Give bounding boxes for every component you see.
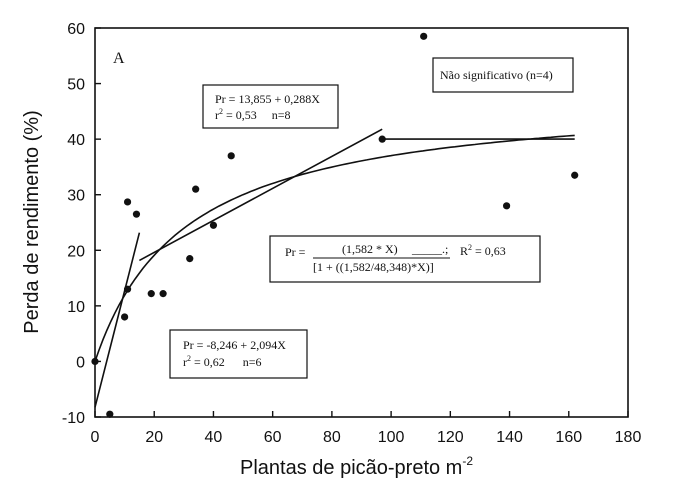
x-axis-label-sup: -2 — [462, 454, 473, 468]
y-tick-label-2: 10 — [67, 299, 85, 316]
equation-linear-1-line1: Pr = -8,246 + 2,094X — [183, 338, 286, 352]
data-points — [91, 32, 579, 418]
data-point-7 — [159, 290, 167, 298]
fit-linear-0 — [94, 232, 141, 408]
fit-linear-1 — [139, 128, 383, 262]
data-point-14 — [502, 202, 511, 210]
eq2-r: R — [460, 244, 468, 258]
not-significant-frame — [432, 57, 574, 93]
x-tick-label-2: 40 — [205, 429, 223, 446]
y-tick-label-1: 0 — [76, 354, 85, 371]
x-tick-label-9: 180 — [615, 429, 642, 446]
x-axis-label: Plantas de picão-preto m-2 — [240, 454, 473, 479]
equation-box-hyperbolic-frame — [269, 235, 541, 283]
x-tick-label-6: 120 — [437, 429, 464, 446]
plot-frame — [94, 27, 629, 418]
panel-label: A — [113, 50, 125, 67]
eq3-r-rest: = 0,62 n=6 — [191, 355, 262, 369]
x-tick-label-0: 0 — [91, 429, 100, 446]
y-tick-label-7: 60 — [67, 21, 85, 38]
eq1-r-sup: 2 — [219, 107, 223, 116]
equation-hyperbolic-r2: R2 = 0,63 — [460, 243, 506, 258]
equation-box-linear-1: Pr = -8,246 + 2,094X r2 = 0,62 n=6 — [169, 329, 308, 379]
equation-box-linear-2-frame — [202, 84, 339, 129]
data-point-3 — [123, 285, 132, 293]
data-point-1 — [106, 410, 114, 418]
data-point-11 — [227, 152, 235, 160]
y-axis-label: Perda de rendimento (%) — [21, 110, 43, 333]
data-point-6 — [147, 290, 155, 298]
x-tick-label-3: 60 — [264, 429, 282, 446]
fit-hyperbolic-2 — [94, 134, 575, 362]
data-point-8 — [186, 255, 194, 263]
eq3-r: r — [183, 355, 187, 369]
not-significant-box: Não significativo (n=4) — [432, 57, 574, 93]
equation-hyperbolic-prefix: Pr = — [285, 245, 306, 259]
x-tick-label-7: 140 — [496, 429, 523, 446]
equation-box-linear-2: Pr = 13,855 + 0,288X r2 = 0,53 n=8 — [202, 84, 339, 129]
equation-hyperbolic-numerator-tail: _____.; — [411, 242, 448, 256]
equation-linear-2-line2: r2 = 0,53 n=8 — [215, 107, 291, 122]
x-tick-label-4: 80 — [323, 429, 341, 446]
equation-linear-2-line1: Pr = 13,855 + 0,288X — [215, 92, 320, 106]
y-tick-label-4: 30 — [67, 188, 85, 205]
eq2-r-rest: = 0,63 — [472, 244, 506, 258]
y-tick-label-5: 40 — [67, 132, 85, 149]
eq1-r-rest: = 0,53 n=8 — [223, 108, 291, 122]
data-point-12 — [378, 135, 386, 143]
x-tick-label-8: 160 — [555, 429, 582, 446]
data-point-10 — [209, 221, 218, 229]
data-point-9 — [192, 185, 200, 193]
y-tick-label-0: -10 — [62, 410, 85, 427]
equation-box-hyperbolic: Pr = (1,582 * X) _____.; R2 = 0,63 [1 + … — [269, 235, 541, 283]
equation-linear-1-line2: r2 = 0,62 n=6 — [183, 354, 262, 369]
data-point-15 — [571, 171, 579, 179]
y-tick-label-6: 50 — [67, 77, 85, 94]
data-point-4 — [123, 198, 132, 206]
x-axis-ticks: 0 20 40 60 80 100 120 140 160 180 — [91, 411, 642, 446]
eq2-r-sup: 2 — [468, 243, 472, 252]
eq3-r-sup: 2 — [187, 354, 191, 363]
equation-box-linear-1-frame — [169, 329, 308, 379]
equation-hyperbolic-denominator: [1 + ((1,582/48,348)*X)] — [313, 260, 434, 274]
not-significant-note: Não significativo (n=4) — [440, 68, 553, 82]
y-axis-ticks: -10 0 10 20 30 40 50 60 — [62, 21, 101, 427]
fit-curves — [94, 128, 575, 408]
x-axis-label-main: Plantas de picão-preto m — [240, 457, 462, 479]
data-point-2 — [121, 313, 129, 321]
x-tick-label-5: 100 — [378, 429, 405, 446]
data-point-0 — [91, 357, 99, 366]
eq1-r: r — [215, 108, 219, 122]
x-tick-label-1: 20 — [145, 429, 163, 446]
y-tick-label-3: 20 — [67, 243, 85, 260]
data-point-5 — [132, 210, 141, 218]
data-point-13 — [420, 32, 428, 40]
equation-hyperbolic-numerator: (1,582 * X) — [342, 242, 398, 256]
